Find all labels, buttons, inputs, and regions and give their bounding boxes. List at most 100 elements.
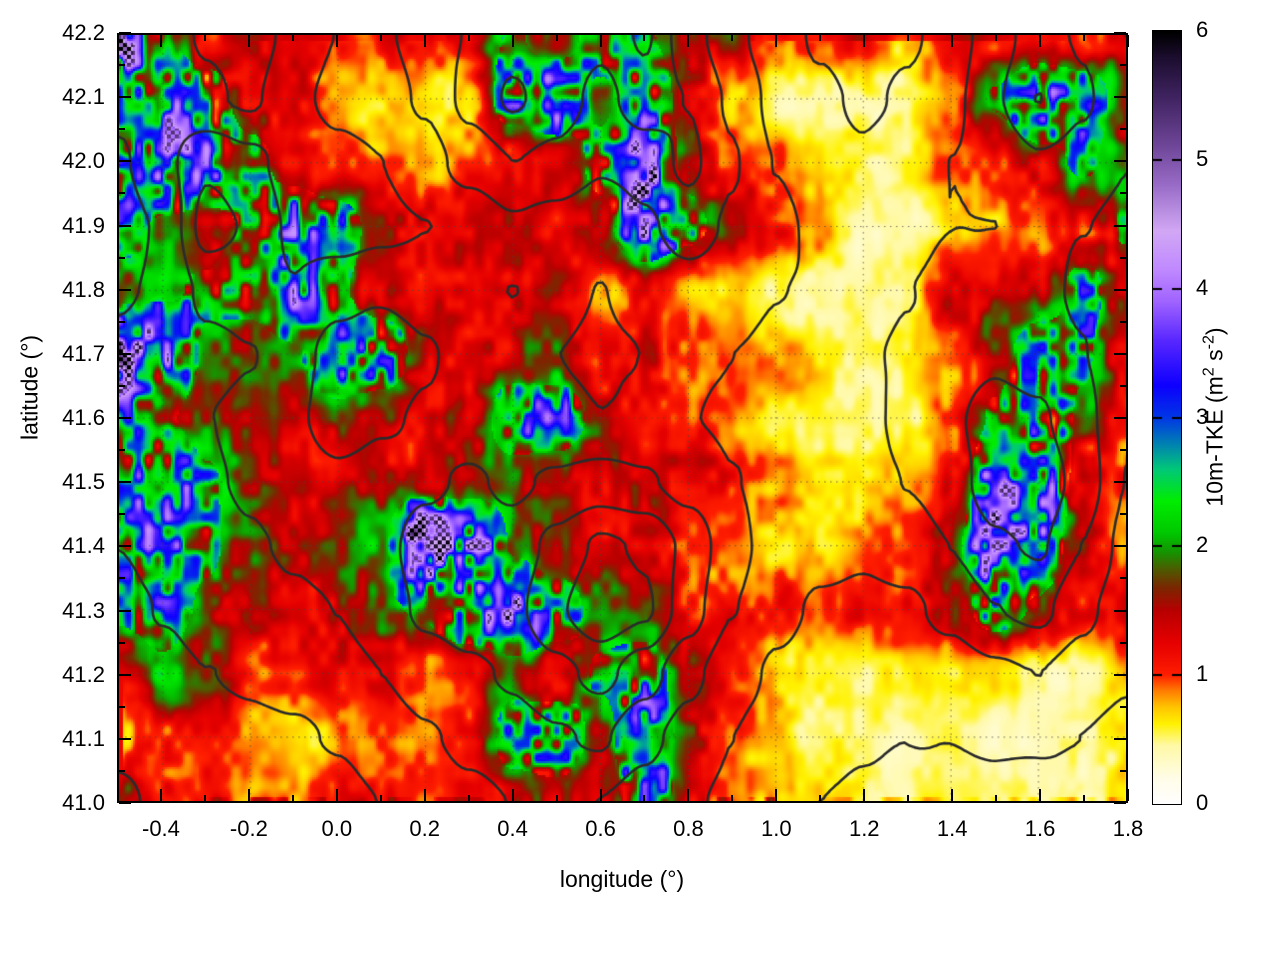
colorbar-tick-label: 5	[1196, 145, 1209, 171]
y-minor-tick	[119, 192, 125, 195]
x-minor-tick-mirror	[555, 35, 558, 41]
colorbar-tick-label: 0	[1196, 790, 1209, 815]
y-minor-tick	[119, 513, 125, 516]
y-major-tick	[119, 224, 131, 227]
y-major-tick	[119, 288, 131, 291]
x-minor-tick-mirror	[291, 35, 294, 41]
x-tick-label: 1.2	[848, 816, 880, 841]
y-tick-label: 41.0	[62, 790, 105, 815]
y-tick-label: 41.5	[62, 469, 105, 495]
y-minor-tick-mirror	[1120, 320, 1126, 323]
x-minor-tick	[291, 795, 294, 801]
y-major-tick	[119, 352, 131, 355]
x-tick-label: 1.0	[761, 816, 792, 841]
x-minor-tick-mirror	[995, 35, 998, 41]
y-minor-tick	[119, 256, 125, 259]
y-tick-label: 42.0	[62, 148, 105, 174]
y-minor-tick-mirror	[1120, 128, 1126, 131]
x-tick-label: 1.4	[936, 816, 968, 841]
y-major-tick-mirror	[1114, 32, 1126, 34]
y-major-tick-mirror	[1114, 160, 1126, 163]
y-major-tick-mirror	[1114, 609, 1126, 612]
y-tick-label: 41.7	[62, 340, 105, 366]
colorbar	[1152, 30, 1182, 805]
y-major-tick	[119, 609, 131, 612]
x-minor-tick-mirror	[819, 35, 822, 41]
y-major-tick	[119, 802, 131, 804]
x-major-tick	[423, 789, 426, 801]
x-minor-tick	[467, 795, 470, 801]
x-minor-tick-mirror	[467, 35, 470, 41]
plot-area	[117, 33, 1128, 803]
colorbar-title-text: )	[1201, 327, 1228, 336]
y-minor-tick	[119, 384, 125, 387]
colorbar-tick-label: 6	[1196, 17, 1209, 42]
x-major-tick	[599, 789, 602, 801]
x-major-tick-mirror	[599, 35, 602, 47]
y-major-tick	[119, 481, 131, 484]
x-minor-tick	[731, 795, 734, 801]
x-major-tick	[687, 789, 690, 801]
x-major-tick-mirror	[863, 35, 866, 47]
y-minor-tick	[119, 64, 125, 67]
x-major-tick	[863, 789, 866, 801]
y-tick-label: 41.6	[62, 405, 105, 430]
x-tick-label: 0.8	[673, 816, 704, 841]
y-major-tick-mirror	[1114, 481, 1126, 484]
y-major-tick	[119, 673, 131, 676]
x-minor-tick-mirror	[907, 35, 910, 41]
colorbar-title-superscript: -2	[1199, 335, 1218, 350]
y-minor-tick-mirror	[1120, 256, 1126, 259]
y-minor-tick	[119, 577, 125, 580]
x-major-tick	[247, 789, 250, 801]
y-minor-tick-mirror	[1120, 577, 1126, 580]
colorbar-tick-label: 1	[1196, 661, 1209, 687]
y-tick-label: 41.2	[62, 661, 105, 687]
y-tick-label: 42.1	[62, 84, 105, 110]
colorbar-title-text: s	[1201, 349, 1228, 368]
y-major-tick-mirror	[1114, 352, 1126, 355]
y-minor-tick-mirror	[1120, 705, 1126, 708]
y-minor-tick-mirror	[1120, 513, 1126, 516]
y-major-tick-mirror	[1114, 737, 1126, 740]
x-minor-tick	[1083, 795, 1086, 801]
x-tick-label: 0.0	[321, 816, 353, 841]
colorbar-tick-label: 4	[1196, 274, 1209, 300]
x-minor-tick	[907, 795, 910, 801]
y-major-tick	[119, 160, 131, 163]
colorbar-title-text: 10m-TKE (m	[1201, 376, 1228, 507]
x-minor-tick-mirror	[379, 35, 382, 41]
x-major-tick-mirror	[687, 35, 690, 47]
y-minor-tick	[119, 128, 125, 131]
x-major-tick	[511, 789, 514, 801]
x-major-tick-mirror	[511, 35, 514, 47]
x-tick-label: 0.6	[585, 816, 616, 841]
y-minor-tick	[119, 705, 125, 708]
y-tick-label: 41.1	[62, 725, 105, 751]
y-minor-tick-mirror	[1120, 641, 1126, 644]
y-minor-tick-mirror	[1120, 769, 1126, 772]
x-minor-tick	[819, 795, 822, 801]
y-tick-label: 42.2	[62, 20, 105, 45]
x-major-tick	[1039, 789, 1042, 801]
y-tick-label: 41.3	[62, 597, 105, 623]
x-tick-label: 0.2	[409, 816, 440, 841]
colorbar-tick-label: 2	[1196, 532, 1209, 558]
x-major-tick-mirror	[159, 35, 162, 47]
x-major-tick-mirror	[1039, 35, 1042, 47]
x-major-tick	[1127, 789, 1129, 801]
x-minor-tick-mirror	[643, 35, 646, 41]
x-minor-tick	[379, 795, 382, 801]
y-minor-tick	[119, 320, 125, 323]
y-major-tick-mirror	[1114, 224, 1126, 227]
x-major-tick-mirror	[335, 35, 338, 47]
x-tick-label: 0.4	[497, 816, 528, 841]
x-minor-tick	[555, 795, 558, 801]
x-major-tick	[775, 789, 778, 801]
x-tick-label: 1.6	[1024, 816, 1056, 841]
x-minor-tick-mirror	[203, 35, 206, 41]
x-major-tick-mirror	[951, 35, 954, 47]
y-tick-label: 41.9	[62, 212, 105, 238]
y-minor-tick-mirror	[1120, 64, 1126, 67]
x-minor-tick	[995, 795, 998, 801]
